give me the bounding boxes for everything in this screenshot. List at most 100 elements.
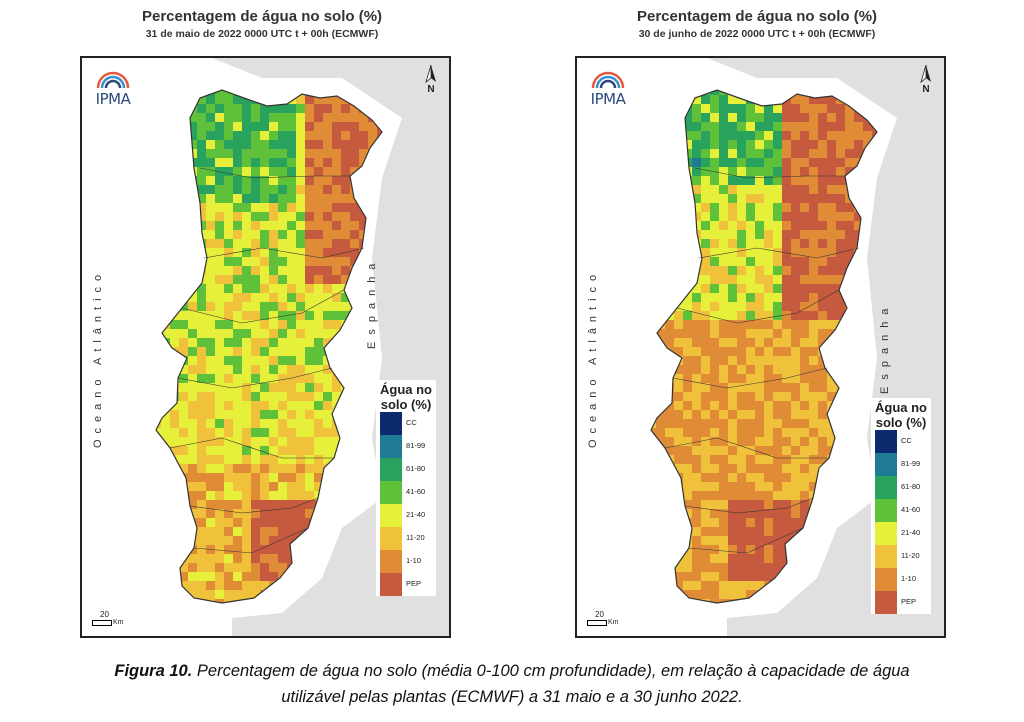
district-boundary (684, 497, 814, 514)
legend-label: PEP (406, 579, 422, 588)
district-boundary (676, 289, 840, 324)
north-arrow-icon (920, 64, 931, 84)
ocean-label: Oceano Atlântico (587, 268, 599, 448)
map-panel-june: Percentagem de água no solo (%) 30 de ju… (555, 8, 959, 638)
legend-label: 11-20 (406, 533, 425, 542)
legend-item: 21-40 (376, 504, 436, 527)
north-arrow-icon (425, 64, 436, 84)
ocean-label: Oceano Atlântico (92, 268, 104, 448)
soil-water-map: IPMA N Oceano Atlântico Espanha Água no … (575, 56, 946, 638)
ipma-logo: IPMA (585, 66, 631, 110)
legend-item: 81-99 (376, 435, 436, 458)
legend-label: 61-80 (406, 464, 426, 473)
district-boundary (694, 167, 845, 179)
legend-title-line2: solo (%) (380, 397, 432, 412)
portugal-border (650, 89, 878, 604)
legend-label: 81-99 (406, 441, 426, 450)
legend-title: Água no solo (%) (871, 398, 931, 430)
map-panel-may: Percentagem de água no solo (%) 31 de ma… (60, 8, 464, 638)
caption-text: Percentagem de água no solo (média 0-100… (192, 662, 910, 680)
legend-swatch (380, 435, 402, 458)
legend-swatch (380, 573, 402, 596)
legend-swatch (875, 591, 897, 614)
legend-items: CC 81-99 61-80 41-60 21-40 11-20 1-10 PEP (871, 430, 931, 614)
legend-label: PEP (901, 597, 917, 606)
scale-bar: 20 Km (92, 610, 132, 628)
legend-items: CC 81-99 61-80 41-60 21-40 11-20 1-10 PEP (376, 412, 436, 596)
district-boundary (181, 289, 345, 324)
legend-label: 61-80 (901, 482, 921, 491)
legend-title-line2: solo (%) (875, 415, 927, 430)
spain-label: Espanha (879, 301, 891, 395)
scale-number: 20 (100, 610, 109, 619)
scale-number: 20 (595, 610, 604, 619)
soil-water-map: IPMA N Oceano Atlântico Espanha Água no … (80, 56, 451, 638)
scale-bar-graphic (92, 620, 112, 626)
district-boundary (203, 247, 365, 259)
legend-swatch (380, 458, 402, 481)
caption-label: Figura 10. (114, 662, 193, 680)
map-subtitle: 30 de junho de 2022 0000 UTC t + 00h (EC… (638, 28, 876, 40)
north-label: N (922, 84, 930, 95)
legend-item: PEP (376, 573, 436, 596)
portugal-border (155, 89, 383, 604)
spain-label: Espanha (366, 256, 378, 350)
ipma-logo-text: IPMA (590, 90, 626, 108)
legend-swatch (875, 522, 897, 545)
legend-swatch (380, 527, 402, 550)
legend-item: CC (871, 430, 931, 453)
legend: Água no solo (%) CC 81-99 61-80 41-60 21-40 1… (871, 398, 931, 614)
legend-label: 21-40 (901, 528, 921, 537)
legend-item: 21-40 (871, 522, 931, 545)
legend-label: CC (901, 436, 912, 445)
legend-swatch (380, 481, 402, 504)
north-arrow: N (916, 64, 936, 100)
legend-item: 1-10 (376, 550, 436, 573)
legend-item: 41-60 (376, 481, 436, 504)
legend-item: 11-20 (871, 545, 931, 568)
legend-label: 1-10 (406, 556, 422, 565)
legend-swatch (875, 453, 897, 476)
ipma-arc-icon (591, 71, 625, 89)
map-subtitle: 31 de maio de 2022 0000 UTC t + 00h (ECM… (145, 28, 379, 40)
legend-label: 21-40 (406, 510, 426, 519)
legend-swatch (380, 550, 402, 573)
legend-label: 1-10 (901, 574, 917, 583)
legend-label: 41-60 (406, 487, 426, 496)
legend-item: 11-20 (376, 527, 436, 550)
north-arrow: N (421, 64, 441, 100)
legend: Água no solo (%) CC 81-99 61-80 41-60 21-40 1… (376, 380, 436, 596)
district-boundary (672, 367, 828, 389)
legend-item: 41-60 (871, 499, 931, 522)
legend-label: 81-99 (901, 459, 921, 468)
caption-line2: utilizável pelas plantas (ECMWF) a 31 ma… (281, 688, 743, 706)
legend-label: CC (406, 418, 417, 427)
map-title: Percentagem de água no solo (%) (141, 8, 383, 25)
legend-swatch (380, 504, 402, 527)
legend-label: 41-60 (901, 505, 921, 514)
ipma-logo: IPMA (90, 66, 136, 110)
legend-item: CC (376, 412, 436, 435)
scale-unit: Km (113, 619, 124, 626)
legend-item: 1-10 (871, 568, 931, 591)
legend-title-line1: Água no (380, 382, 432, 397)
scale-unit: Km (608, 619, 619, 626)
district-boundary (698, 247, 860, 259)
legend-title-line1: Água no (875, 400, 927, 415)
legend-swatch (875, 499, 897, 522)
legend-title: Água no solo (%) (376, 380, 436, 412)
district-boundary (199, 167, 350, 179)
ipma-arc-icon (96, 71, 130, 89)
district-boundary (688, 527, 804, 554)
ipma-logo-text: IPMA (95, 90, 131, 108)
legend-swatch (875, 430, 897, 453)
legend-swatch (875, 568, 897, 591)
legend-item: 61-80 (376, 458, 436, 481)
legend-swatch (380, 412, 402, 435)
figure-caption: Figura 10. Percentagem de água no solo (… (0, 658, 1024, 710)
district-boundary (169, 437, 334, 459)
north-label: N (427, 84, 435, 95)
district-boundary (664, 437, 829, 459)
legend-item: 81-99 (871, 453, 931, 476)
district-boundary (177, 367, 333, 389)
